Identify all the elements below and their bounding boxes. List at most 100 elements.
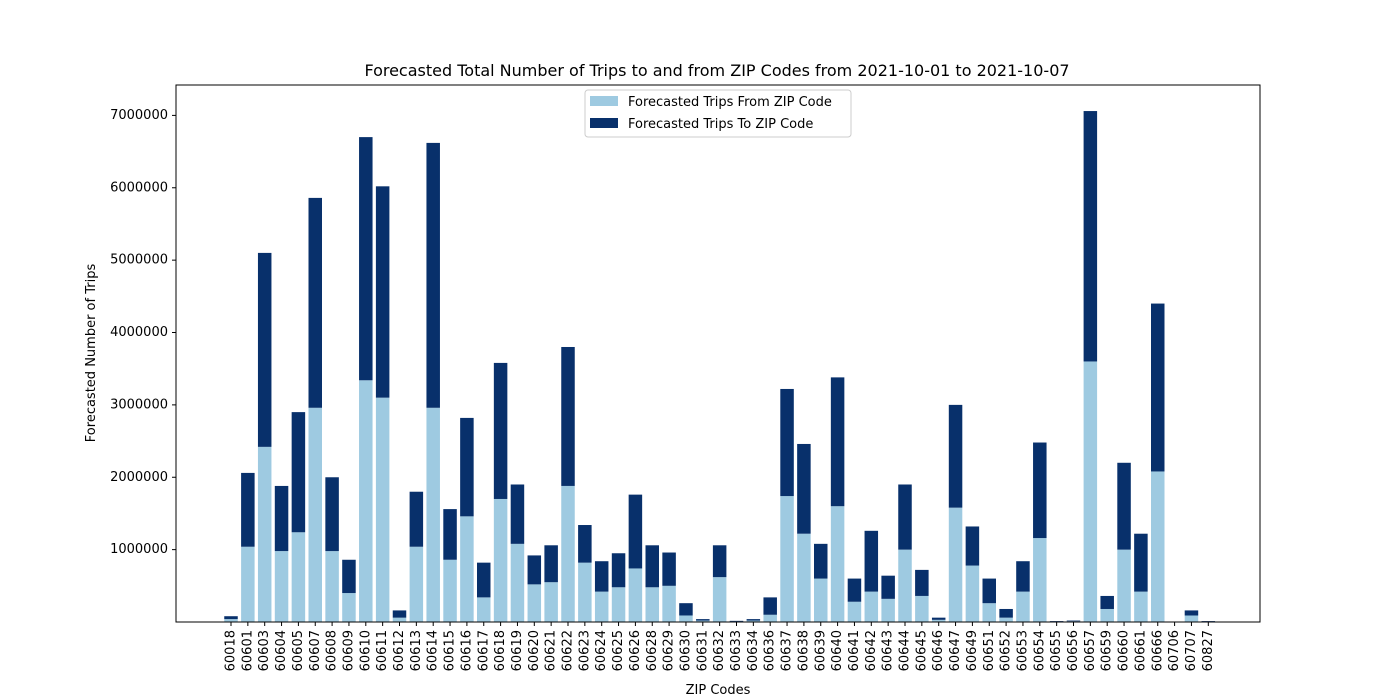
- x-tick-label: 60633: [729, 630, 744, 671]
- bar-from-60638: [797, 533, 811, 622]
- bar-to-60616: [460, 417, 474, 517]
- bar-to-60612: [392, 610, 407, 618]
- bar-to-60605: [291, 412, 306, 533]
- x-tick-label: 60640: [830, 630, 845, 671]
- bar-from-60628: [645, 587, 659, 622]
- bar-to-60654: [1033, 442, 1047, 539]
- bar-to-60626: [628, 494, 643, 569]
- x-tick-label: 60644: [898, 630, 913, 671]
- bar-from-60649: [965, 565, 980, 622]
- x-tick-label: 60603: [257, 630, 272, 671]
- bar-to-60622: [561, 346, 575, 486]
- bar-to-60611: [375, 186, 390, 398]
- bars-group: [224, 111, 1216, 622]
- bar-to-60642: [864, 530, 879, 592]
- bar-to-60617: [477, 562, 491, 598]
- bar-to-60638: [797, 443, 811, 534]
- x-tick-label: 60624: [594, 630, 609, 671]
- plot-frame: [175, 84, 1261, 623]
- bar-to-60652: [999, 608, 1013, 618]
- x-tick-label: 60639: [813, 630, 828, 671]
- bar-from-60608: [325, 551, 339, 622]
- x-tick-label: 60620: [527, 630, 542, 671]
- bar-from-60631: [696, 620, 710, 622]
- x-tick-label: 60609: [341, 630, 356, 671]
- bar-to-60641: [847, 578, 862, 602]
- bar-from-60616: [460, 516, 474, 622]
- bar-from-60621: [544, 582, 558, 622]
- bar-from-60611: [375, 397, 390, 622]
- bar-from-60644: [898, 549, 912, 622]
- bar-to-60603: [257, 252, 272, 447]
- bar-to-60610: [359, 137, 373, 381]
- x-tick-label: 60616: [459, 630, 474, 671]
- bar-from-60625: [611, 587, 626, 622]
- bar-to-60640: [830, 377, 845, 507]
- x-tick-label: 60655: [1049, 630, 1064, 671]
- x-tick-label: 60646: [931, 630, 946, 671]
- x-tick-label: 60605: [291, 630, 306, 671]
- x-tick-label: 60631: [695, 630, 710, 671]
- bar-to-60615: [443, 509, 457, 560]
- bar-from-60643: [881, 598, 895, 622]
- x-tick-label: 60660: [1117, 630, 1132, 671]
- x-tick-label: 60656: [1066, 630, 1081, 671]
- x-axis-ticks: 60018 60601 60603 60604 60605 60607 60608 60609…: [224, 622, 1216, 671]
- y-axis-label: Forecasted Number of Trips: [84, 264, 99, 443]
- bar-from-60620: [527, 584, 542, 622]
- bar-to-60644: [898, 484, 912, 550]
- x-tick-label: 60706: [1167, 630, 1182, 671]
- x-tick-label: 60623: [577, 630, 592, 671]
- x-tick-label: 60619: [510, 630, 525, 671]
- x-tick-label: 60659: [1100, 630, 1115, 671]
- bar-from-60651: [982, 603, 996, 622]
- bar-from-60707: [1184, 615, 1199, 622]
- x-tick-label: 60626: [628, 630, 643, 671]
- bar-from-60623: [578, 562, 592, 622]
- bar-from-60601: [241, 546, 255, 622]
- bar-to-60645: [915, 569, 929, 596]
- bar-from-60636: [763, 614, 777, 622]
- bar-from-60614: [426, 407, 440, 622]
- x-tick-label: 60638: [796, 630, 811, 671]
- bar-to-60607: [308, 197, 322, 408]
- bar-to-60601: [241, 472, 255, 547]
- bar-to-60623: [578, 525, 592, 563]
- bar-to-60656: [1066, 620, 1081, 622]
- legend-frame: [584, 89, 852, 138]
- x-tick-label: 60625: [611, 630, 626, 671]
- bar-to-60604: [274, 485, 289, 552]
- bar-from-60641: [847, 601, 862, 622]
- bar-to-60657: [1083, 111, 1098, 362]
- bar-from-60659: [1100, 608, 1114, 622]
- bar-from-60660: [1117, 549, 1131, 622]
- x-tick-label: 60617: [476, 630, 491, 671]
- x-tick-label: 60636: [763, 630, 778, 671]
- chart-title: Forecasted Total Number of Trips to and …: [364, 61, 1069, 80]
- bar-from-60666: [1151, 471, 1165, 622]
- x-tick-label: 60645: [914, 630, 929, 671]
- bar-from-60615: [443, 559, 457, 622]
- bar-from-60618: [493, 498, 508, 622]
- legend: Forecasted Trips From ZIP Code Forecaste…: [584, 89, 852, 138]
- x-tick-label: 60647: [948, 630, 963, 671]
- x-tick-label: 60604: [274, 630, 289, 671]
- bar-from-60626: [628, 568, 643, 622]
- x-tick-label: 60018: [224, 630, 239, 671]
- bar-to-60647: [948, 404, 963, 508]
- bar-from-60624: [594, 591, 609, 622]
- x-tick-label: 60629: [662, 630, 677, 671]
- bar-from-60612: [392, 617, 407, 622]
- bar-to-60633: [729, 620, 744, 622]
- bar-from-60632: [712, 577, 727, 622]
- x-tick-label: 60608: [325, 630, 340, 671]
- bar-from-60639: [814, 578, 828, 622]
- bar-to-60018: [224, 616, 238, 620]
- bar-from-60607: [308, 407, 322, 622]
- bar-to-60639: [814, 543, 828, 579]
- bar-from-60652: [999, 617, 1013, 622]
- bar-from-60646: [931, 619, 946, 622]
- bar-from-60609: [342, 593, 356, 622]
- bar-from-60629: [662, 585, 676, 622]
